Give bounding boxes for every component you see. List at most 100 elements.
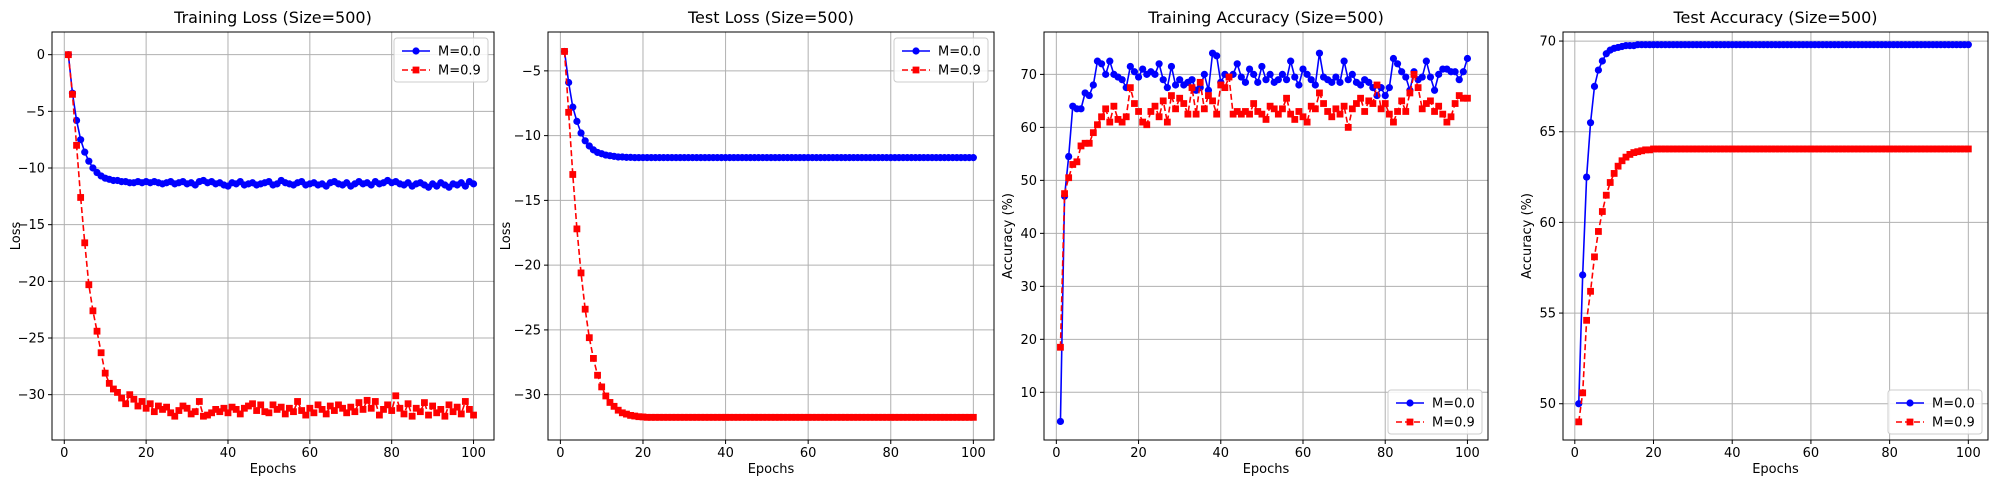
- data-point: [1106, 118, 1114, 126]
- data-point: [1638, 147, 1646, 155]
- data-point: [306, 404, 314, 412]
- data-point: [1799, 145, 1807, 153]
- x-tick-label: 40: [1724, 446, 1741, 461]
- data-point: [347, 403, 355, 411]
- x-tick-label: 0: [1052, 446, 1060, 461]
- data-point: [1110, 102, 1118, 110]
- data-point: [581, 305, 589, 313]
- chart-panel-2: 0 20 40 60 80 100 −5 −10 −15 −20 −25 −30 Test Loss (…: [499, 8, 995, 477]
- series-M=0.9: [1057, 70, 1471, 351]
- data-point: [1854, 145, 1862, 153]
- data-point: [1361, 108, 1369, 115]
- data-point: [1324, 108, 1332, 115]
- data-point: [1303, 70, 1311, 78]
- data-point: [635, 413, 643, 421]
- data-point: [751, 413, 758, 421]
- data-point: [660, 413, 668, 421]
- data-point: [1200, 105, 1208, 113]
- legend-label: M=0.0: [1932, 397, 1975, 412]
- legend: M=0.0 M=0.9: [1887, 389, 1983, 435]
- data-point: [1135, 108, 1142, 115]
- data-point: [800, 413, 808, 421]
- data-point: [73, 141, 80, 149]
- data-point: [1591, 253, 1598, 261]
- data-point: [1246, 110, 1253, 118]
- data-point: [1878, 145, 1886, 153]
- data-point: [1917, 145, 1925, 153]
- data-point: [1807, 145, 1815, 153]
- data-point: [833, 413, 841, 421]
- data-point: [371, 398, 379, 405]
- y-tick-label: −25: [18, 332, 45, 347]
- data-point: [1705, 145, 1713, 153]
- data-point: [1842, 145, 1850, 153]
- data-point: [817, 413, 824, 421]
- data-point: [936, 413, 944, 421]
- data-point: [1681, 145, 1689, 153]
- data-point: [614, 406, 622, 414]
- data-point: [224, 409, 232, 417]
- data-point: [1245, 65, 1254, 73]
- data-point: [730, 413, 738, 421]
- x-tick-label: 80: [1881, 446, 1898, 461]
- legend-label: M=0.0: [1432, 397, 1475, 412]
- data-point: [1464, 94, 1471, 102]
- data-point: [1069, 161, 1077, 168]
- data-point: [1139, 118, 1147, 126]
- data-point: [771, 413, 779, 421]
- data-point: [1406, 89, 1414, 97]
- data-point: [1768, 145, 1775, 153]
- data-point: [1155, 113, 1163, 121]
- series-line: [1059, 51, 1469, 422]
- data-point: [1184, 110, 1192, 118]
- data-point: [1431, 108, 1438, 115]
- data-point: [265, 409, 273, 417]
- data-point: [1642, 146, 1650, 154]
- data-point: [1831, 145, 1838, 153]
- data-point: [351, 408, 359, 416]
- data-point: [404, 400, 412, 408]
- legend-label: M=0.9: [438, 64, 481, 79]
- data-point: [713, 413, 721, 421]
- series-line: [1577, 43, 1969, 404]
- data-point: [1964, 145, 1972, 153]
- data-point: [1661, 145, 1669, 153]
- legend-label: M=0.9: [938, 64, 981, 79]
- data-point: [742, 413, 750, 421]
- chart-title: Test Accuracy (Size=500): [1673, 8, 1878, 27]
- data-point: [651, 413, 659, 421]
- data-point: [1870, 145, 1878, 153]
- data-point: [1073, 158, 1081, 166]
- data-point: [920, 413, 928, 421]
- data-point: [1925, 145, 1933, 153]
- data-point: [1353, 100, 1360, 107]
- data-point: [1307, 76, 1315, 84]
- legend-marker: [412, 66, 420, 74]
- data-point: [1862, 145, 1870, 153]
- legend-item: M=0.9: [902, 64, 981, 79]
- data-point: [281, 410, 289, 418]
- data-point: [1385, 110, 1393, 118]
- gridlines: [548, 32, 994, 440]
- data-point: [1665, 145, 1673, 153]
- data-point: [314, 401, 322, 409]
- y-tick-label: 60: [1539, 216, 1556, 231]
- data-point: [1299, 113, 1307, 121]
- axes-frame: [547, 31, 995, 441]
- legend-item: M=0.0: [402, 45, 481, 60]
- data-point: [734, 413, 742, 421]
- gridlines: [1044, 32, 1488, 440]
- data-point: [1258, 110, 1266, 118]
- legend-item: M=0.0: [902, 45, 981, 60]
- data-point: [1422, 100, 1430, 107]
- y-tick-label: −10: [514, 129, 541, 144]
- data-point: [1846, 145, 1854, 153]
- data-point: [326, 402, 334, 410]
- data-point: [1827, 145, 1834, 153]
- data-point: [577, 129, 585, 137]
- data-point: [1369, 100, 1377, 107]
- y-tick-label: 40: [1020, 227, 1037, 242]
- data-point: [1056, 417, 1065, 426]
- y-tick-label: 60: [1020, 121, 1037, 136]
- data-point: [1237, 73, 1245, 81]
